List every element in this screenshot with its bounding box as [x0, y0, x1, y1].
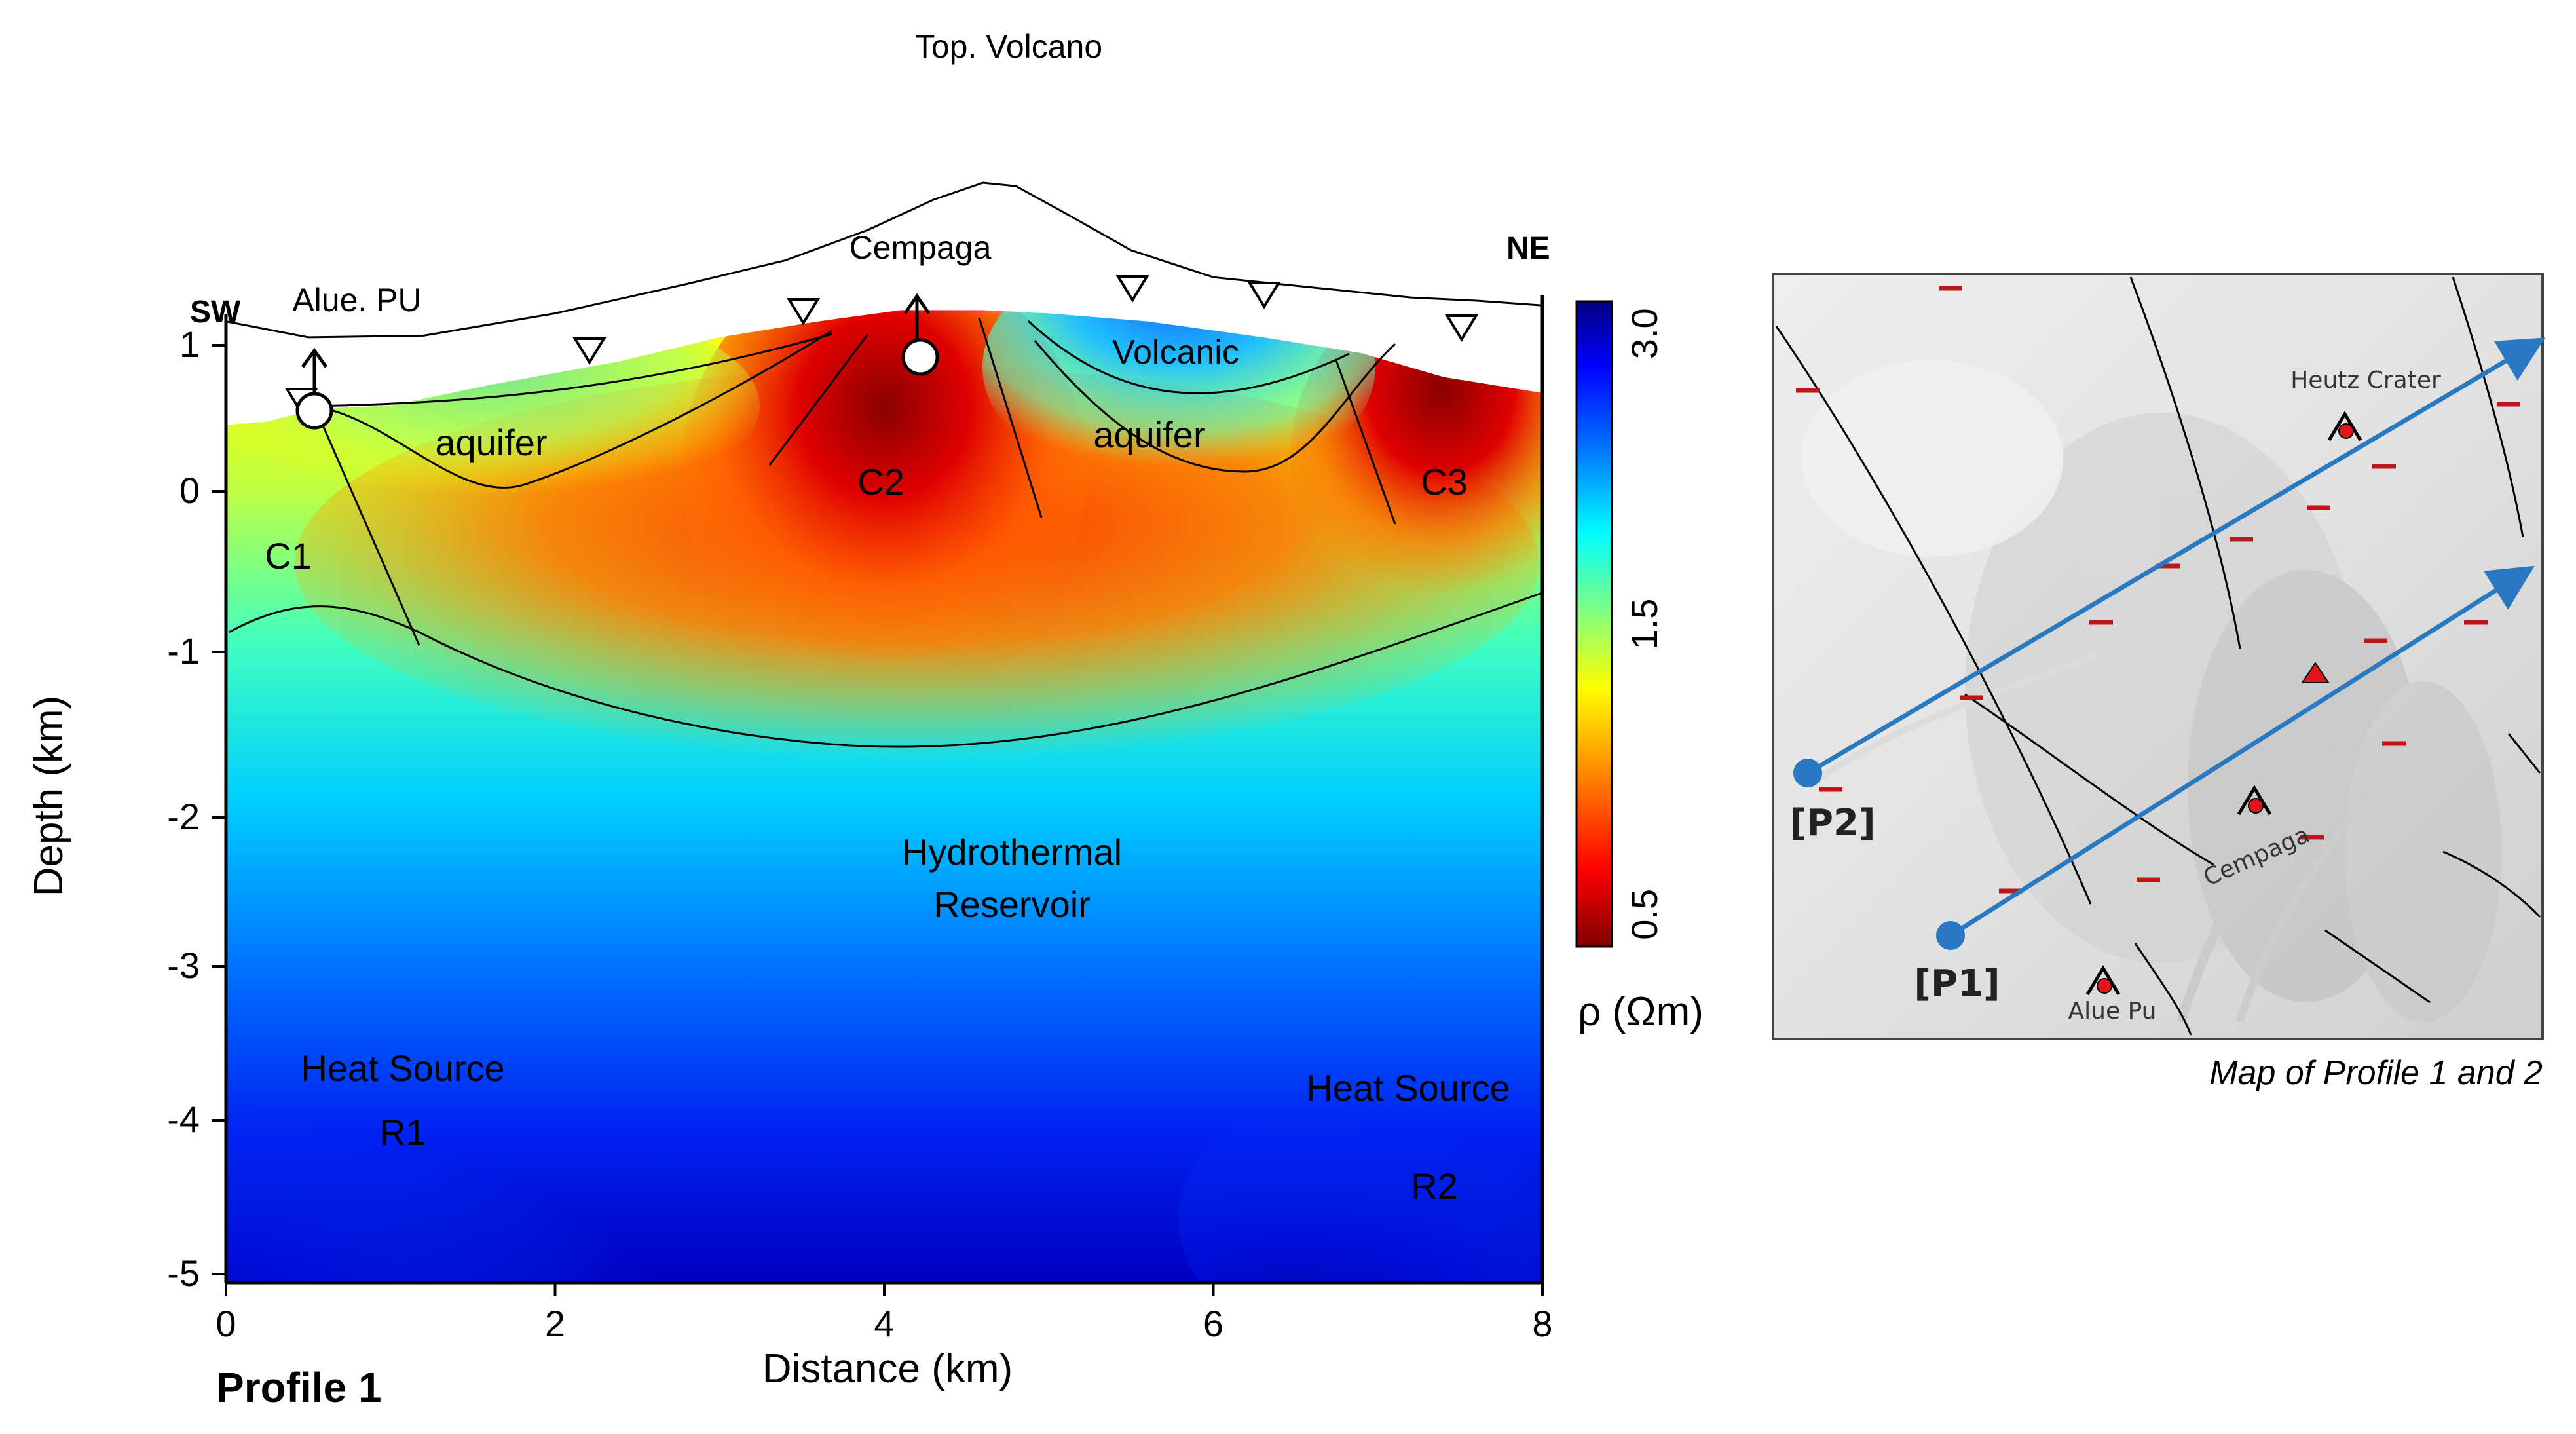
zone-label-r2: R2 [1411, 1165, 1458, 1207]
zone-label-c3: C3 [1421, 461, 1468, 502]
volcanic-zone [982, 310, 1375, 491]
profile-line-p1 [1949, 565, 2535, 937]
station-triangle-icon [1115, 275, 1149, 303]
zone-label-reservoir-1: Hydrothermal [902, 831, 1122, 873]
topography-line [225, 181, 1543, 339]
x-axis-title: Distance (km) [762, 1346, 1013, 1391]
profile-map: [P2] [P1] Heutz Crater Cempaga Alue Pu M… [1772, 273, 2546, 1092]
well-cempaga [901, 293, 939, 376]
deep-blue-right [1179, 1048, 1542, 1281]
map-station-dashes [1796, 286, 2520, 894]
well-alue [295, 347, 333, 430]
well-cempaga-arrow-icon [903, 293, 931, 314]
colorbar-gradient [1575, 300, 1613, 948]
summit-triangle-icon [2301, 662, 2330, 683]
colorbar-ticks: 0.5 1.5 3.0 [1624, 308, 1665, 939]
map-caption: Map of Profile 1 and 2 [2209, 1054, 2543, 1092]
direction-ne: NE [1506, 231, 1550, 266]
place-label-alue: Alue Pu [2068, 998, 2157, 1025]
station-triangle-icon [1247, 282, 1281, 309]
fault-c3 [1335, 360, 1396, 525]
station-label-alue: Alue. PU [292, 282, 421, 318]
fault-alue [313, 406, 420, 646]
station-triangle-icon [572, 337, 607, 365]
place-label-heutz: Heutz Crater [2290, 367, 2441, 394]
zone-label-reservoir-2: Reservoir [933, 884, 1091, 925]
station-triangle-icon [786, 298, 821, 326]
aquifer-right-top [1027, 320, 1350, 394]
aquifer-left-bottom [314, 330, 832, 489]
conductor-c3 [1290, 310, 1542, 629]
colorbar: 0.5 1.5 3.0 ρ (Ωm) [1575, 300, 1704, 1034]
colorbar-label: ρ (Ωm) [1578, 989, 1704, 1034]
y-tick-label: -4 [167, 1099, 200, 1140]
x-tick-label: 6 [1203, 1303, 1223, 1344]
colorbar-tick-label: 3.0 [1624, 308, 1665, 359]
profile-label-p2: [P2] [1789, 802, 1875, 844]
resistivity-model [226, 310, 1542, 1281]
x-tick-label: 0 [215, 1303, 236, 1344]
chart-title: Top. Volcano [915, 28, 1102, 65]
x-ticks: 0 2 4 6 8 [215, 1283, 1553, 1344]
station-markers [284, 275, 1479, 415]
y-tick-label: -2 [167, 796, 200, 837]
y-ticks: 1 0 -1 -2 -3 -4 -5 [167, 324, 226, 1294]
well-alue-arrow-icon [301, 347, 328, 368]
zone-label-c2: C2 [857, 461, 905, 502]
direction-sw: SW [190, 295, 241, 330]
boundary-lines [229, 317, 1543, 748]
y-tick-label: -5 [167, 1253, 200, 1294]
crater-alue-icon [2085, 965, 2121, 996]
deep-blue-left [226, 1015, 786, 1281]
profile-start-p2 [1793, 759, 1822, 787]
x-tick-label: 2 [545, 1303, 565, 1344]
zone-label-volcanic: Volcanic [1112, 333, 1239, 371]
y-tick-label: 1 [179, 324, 200, 365]
zone-label-heat-right: Heat Source [1306, 1067, 1510, 1108]
fault-c2-right [978, 317, 1043, 518]
colorbar-tick-label: 0.5 [1624, 889, 1665, 940]
profile-chart: 1 0 -1 -2 -3 -4 -5 0 2 4 6 8 [26, 28, 1704, 1411]
profile-start-p1 [1936, 921, 1965, 950]
zone-label-aquifer-right: aquifer [1093, 414, 1205, 455]
colorbar-tick-label: 1.5 [1624, 599, 1665, 650]
aquifer-left-top [314, 333, 832, 407]
aquifer-right-bottom [1034, 340, 1396, 473]
y-tick-label: -3 [167, 945, 200, 986]
fault-c2-left [768, 333, 869, 466]
zone-label-aquifer-left: aquifer [435, 422, 547, 463]
y-axis-title: Depth (km) [26, 696, 71, 897]
station-triangle-icon [1444, 314, 1479, 342]
y-tick-label: 0 [179, 470, 200, 511]
profile-line-p2 [1806, 337, 2546, 776]
station-label-cempaga: Cempaga [849, 229, 992, 266]
profile-label: Profile 1 [216, 1364, 382, 1411]
crater-heutz-icon [2327, 411, 2362, 442]
crater-cempaga-icon [2237, 785, 2272, 816]
zone-label-r1: R1 [379, 1112, 426, 1153]
zone-label-heat-left: Heat Source [301, 1047, 504, 1089]
well-alue-circle [295, 392, 333, 430]
x-tick-label: 4 [874, 1303, 894, 1344]
map-relief [1801, 360, 2502, 1024]
zone-label-c1: C1 [265, 535, 312, 576]
reservoir-top [229, 592, 1543, 748]
y-tick-label: -1 [167, 630, 200, 671]
profile-label-p1: [P1] [1914, 962, 2000, 1005]
x-tick-label: 8 [1532, 1303, 1552, 1344]
well-cempaga-circle [901, 338, 939, 376]
